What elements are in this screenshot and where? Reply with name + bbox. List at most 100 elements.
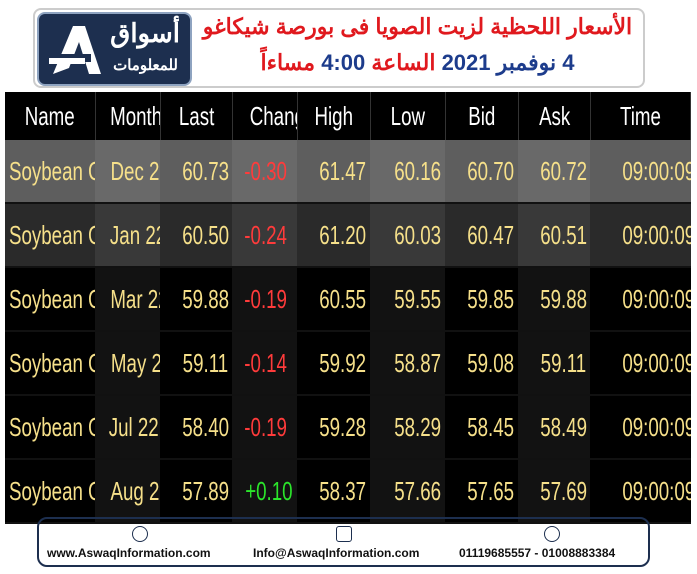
cell-text: 57.66 [394,475,442,506]
cell-text: 58.87 [394,347,442,378]
table-cell: 57.69 [518,459,591,524]
cell-text: Soybean Oil [9,347,95,378]
cell-text: Aug 22 [110,475,161,506]
table-row: Soybean Oil May 22 59.11 -0.14 59.92 58.87 59.… [5,331,691,396]
table-cell: 60.50 [160,203,233,268]
header-row: Name Month Last Change High Low Bid Ask Time [5,92,692,140]
header-frame [33,8,645,88]
column-header: Change [232,92,298,140]
cell-text: 58.37 [319,475,367,506]
column-header: Bid [445,92,519,140]
table-cell: 59.88 [160,267,233,332]
cell-text: 57.89 [182,475,230,506]
cell-text: 57.69 [540,475,588,506]
logo-tagline: للمعلومات [113,57,178,74]
table-cell: 61.20 [297,203,371,268]
cell-text: 60.47 [467,219,515,250]
cell-text: Jul 22 [108,411,159,442]
logo-icon [49,26,101,74]
cell-text: 58.45 [467,411,515,442]
price-table: Name Month Last Change High Low Bid Ask Time Soyb… [5,92,692,524]
table-cell: Dec 21 [95,140,161,204]
cell-text: -0.24 [244,219,288,250]
cell-text: 09:00:09 [622,219,691,250]
table-cell: Soybean Oil [5,140,96,204]
title: الأسعار اللحظية لزيت الصويا فى بورصة شيك… [202,14,633,39]
cell-text: Jan 22 [109,219,160,250]
column-header: Low [370,92,446,140]
cell-text: 58.40 [182,411,230,442]
table-cell: 09:00:09 [590,331,691,396]
table-cell: 60.55 [297,267,371,332]
cell-text: Soybean Oil [9,283,95,314]
table-cell: 09:00:09 [590,267,691,332]
table-cell: 58.49 [518,395,591,460]
cell-text: 59.92 [319,347,367,378]
table-cell: 59.28 [297,395,371,460]
table-cell: Soybean Oil [5,267,96,332]
table-cell: 59.85 [445,267,519,332]
column-header-text: Bid [468,100,496,131]
table-cell: 60.73 [160,140,233,204]
column-header-text: Name [24,100,75,131]
cell-text: 09:00:09 [622,283,691,314]
cell-text: 09:00:09 [622,155,691,186]
table-cell: 60.51 [518,203,591,268]
table-cell: 58.40 [160,395,233,460]
table-cell: 58.29 [370,395,446,460]
table-cell: Soybean Oil [5,395,96,460]
cell-text: 09:00:09 [622,411,691,442]
table-cell: 09:00:09 [590,140,691,204]
logo-name: أسواق [110,18,180,48]
table-cell: -0.24 [232,203,298,268]
column-header-text: Time [619,100,661,131]
cell-text: 58.49 [540,411,588,442]
cell-text: 59.11 [182,347,229,378]
table-cell: +0.10 [232,459,298,524]
column-header: Month [95,92,161,140]
phone: 01119685557 - 01008883384 [459,546,616,560]
web-icon [132,526,148,542]
table-cell: -0.30 [232,140,298,204]
table-cell: 09:00:09 [590,203,691,268]
cell-text: 59.28 [319,411,367,442]
table-cell: 57.89 [160,459,233,524]
cell-text: 59.55 [394,283,442,314]
cell-text: -0.19 [244,411,288,442]
cell-text: 61.47 [319,155,367,186]
column-header-text: Last [178,100,214,131]
table-row: Soybean Oil Jan 22 60.50 -0.24 61.20 60.03 60.… [5,203,691,268]
table-cell: 60.47 [445,203,519,268]
email: Info@AswaqInformation.com [253,546,420,560]
table-cell: 60.70 [445,140,519,204]
table-row: Soybean Oil Mar 22 59.88 -0.19 60.55 59.55 59.… [5,267,691,332]
table-cell: -0.14 [232,331,298,396]
column-header: Ask [518,92,591,140]
date: 4 نوفمبر [496,50,575,75]
mail-icon [336,526,352,542]
year: 2021 [441,50,491,75]
table-cell: Soybean Oil [5,331,96,396]
cell-text: May 22 [110,347,160,378]
cell-text: -0.14 [244,347,288,378]
column-header-text: Low [390,100,425,131]
table-cell: 57.65 [445,459,519,524]
column-header-text: Change [249,100,296,131]
table-cell: 58.45 [445,395,519,460]
table-cell: Mar 22 [95,267,161,332]
table-cell: 59.55 [370,267,446,332]
cell-text: 59.88 [540,283,588,314]
cell-text: 60.03 [394,219,442,250]
column-header: Time [590,92,692,140]
table-cell: Jan 22 [95,203,161,268]
cell-text: 57.65 [467,475,515,506]
cell-text: 60.50 [182,219,230,250]
table-cell: 59.11 [518,331,591,396]
table-cell: 57.66 [370,459,446,524]
logo: أسواق للمعلومات [37,12,192,86]
cell-text: -0.30 [244,155,288,186]
cell-text: Soybean Oil [9,155,95,186]
table-cell: 59.88 [518,267,591,332]
cell-text: 59.88 [182,283,230,314]
table-row: Soybean Oil Jul 22 58.40 -0.19 59.28 58.29 58.… [5,395,691,460]
